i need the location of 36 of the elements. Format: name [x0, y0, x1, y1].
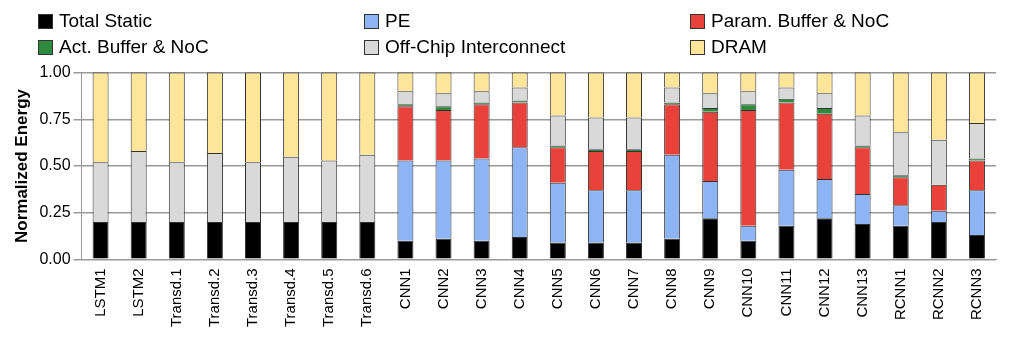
y-tick-label: 0.00 [39, 249, 71, 267]
y-tick-label: 1.00 [39, 63, 71, 81]
x-tick-label: CNN5 [547, 268, 565, 310]
x-tick-label: Transd.1 [166, 268, 184, 327]
x-tick-label: Transd.5 [319, 268, 337, 327]
x-tick-label: RCNN2 [928, 268, 946, 321]
x-tick-label: CNN4 [509, 268, 527, 310]
x-tick-label: CNN7 [624, 268, 642, 310]
legend-label: Param. Buffer & NoC [711, 9, 890, 33]
x-tick-label: LSTM2 [128, 268, 146, 317]
x-tick-label: CNN6 [586, 268, 604, 310]
y-tick-label: 0.75 [39, 109, 71, 127]
x-tick-label: CNN2 [433, 268, 451, 310]
x-tick-label: CNN12 [814, 268, 832, 318]
x-tick-label: Transd.2 [205, 268, 223, 327]
legend-label: Off-Chip Interconnect [385, 35, 566, 59]
x-tick-label: CNN9 [700, 268, 718, 310]
y-tick-label: 0.50 [39, 156, 71, 174]
x-tick-label: CNN11 [776, 268, 794, 317]
legend-label: Total Static [59, 9, 152, 33]
x-tick-label: Transd.6 [357, 268, 375, 327]
y-tick-label: 0.25 [39, 203, 71, 221]
x-tick-label: CNN10 [738, 268, 756, 318]
x-tick-label: RCNN3 [967, 268, 985, 321]
x-tick-label: CNN1 [395, 268, 413, 310]
x-tick-label: CNN3 [471, 268, 489, 310]
legend-label: DRAM [711, 35, 767, 59]
legend-label: PE [385, 9, 411, 33]
y-axis-title: Normalized Energy [11, 88, 31, 243]
x-tick-label: RCNN1 [890, 268, 908, 321]
x-tick-label: Transd.4 [281, 268, 299, 327]
x-tick-label: LSTM1 [90, 268, 108, 317]
x-tick-label: Transd.3 [243, 268, 261, 327]
x-tick-label: CNN13 [852, 268, 870, 318]
legend-label: Act. Buffer & NoC [59, 35, 209, 59]
x-tick-label: CNN8 [662, 268, 680, 310]
